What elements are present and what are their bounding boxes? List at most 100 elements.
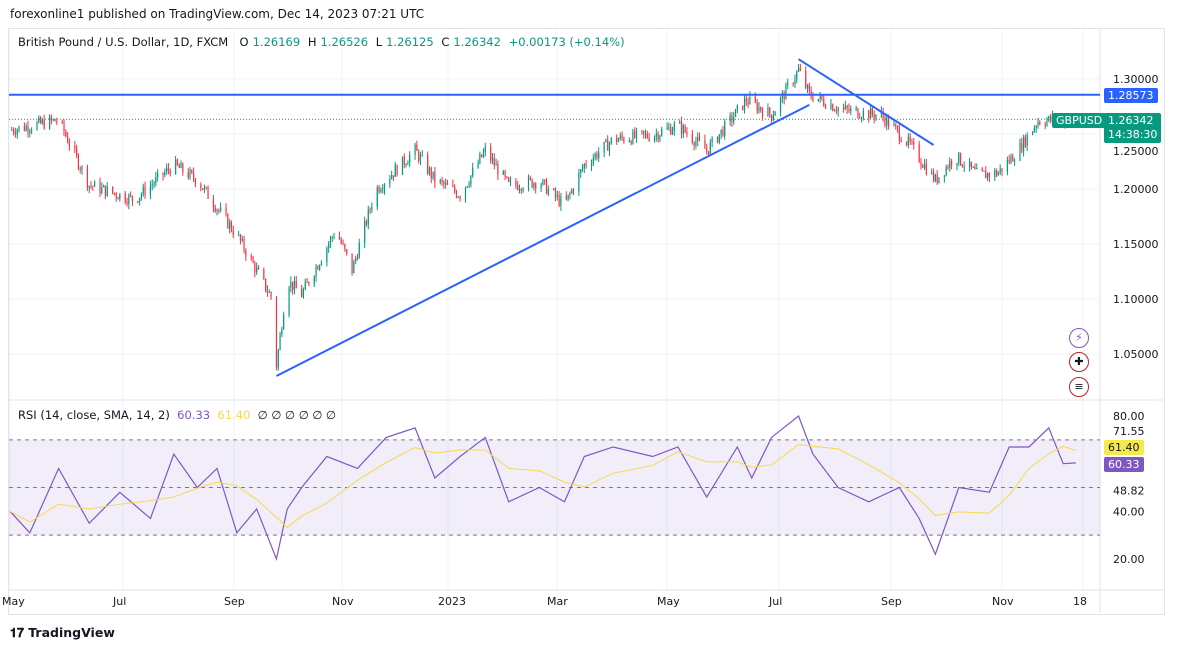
candle-body bbox=[455, 191, 458, 198]
candle-body bbox=[356, 258, 359, 260]
candle-body bbox=[392, 175, 395, 177]
candle-body bbox=[963, 166, 965, 168]
candle-body bbox=[481, 154, 483, 158]
price-tick: 1.10000 bbox=[1113, 293, 1159, 306]
candle-body bbox=[49, 116, 51, 129]
candle-body bbox=[830, 104, 832, 109]
candle-body bbox=[319, 265, 321, 270]
candle-body bbox=[92, 186, 94, 188]
candle-body bbox=[493, 158, 495, 166]
candle-body bbox=[697, 136, 699, 142]
candle-body bbox=[31, 129, 33, 131]
candle-body bbox=[212, 198, 215, 208]
time-tick: Nov bbox=[992, 595, 1014, 608]
candle-body bbox=[932, 171, 935, 181]
candle-body bbox=[835, 110, 837, 112]
candle-body bbox=[266, 290, 269, 293]
candle-body bbox=[288, 287, 290, 316]
chart-frame[interactable] bbox=[8, 28, 1165, 615]
candle-body bbox=[454, 186, 456, 192]
rsi-sma-line bbox=[9, 444, 1076, 529]
candle-body bbox=[409, 155, 411, 164]
candle-body bbox=[106, 186, 108, 196]
candle-body bbox=[842, 107, 845, 109]
logo-icon: 𝟏𝟕 bbox=[10, 625, 24, 640]
rsi-tick: 71.55 bbox=[1113, 425, 1145, 438]
candle-body bbox=[104, 185, 107, 196]
candle-body bbox=[1037, 121, 1039, 127]
candle-body bbox=[117, 197, 119, 200]
candle-body bbox=[648, 137, 650, 141]
candle-body bbox=[346, 249, 348, 254]
candle-body bbox=[855, 108, 857, 110]
candle-body bbox=[832, 104, 834, 111]
candle-body bbox=[36, 122, 38, 130]
time-tick: Jul bbox=[112, 595, 126, 608]
candle-body bbox=[846, 105, 848, 109]
candle-body bbox=[144, 186, 146, 196]
candle-body bbox=[265, 278, 267, 291]
us-flag-icon[interactable]: ≡ bbox=[1069, 377, 1089, 397]
candle-body bbox=[630, 140, 632, 144]
candle-body bbox=[886, 116, 888, 126]
candle-body bbox=[193, 172, 195, 179]
candle-body bbox=[497, 164, 499, 175]
candle-body bbox=[41, 119, 44, 124]
candle-body bbox=[821, 95, 823, 100]
candle-body bbox=[533, 183, 535, 188]
candle-body bbox=[704, 140, 706, 149]
candle-body bbox=[682, 125, 684, 134]
candle-body bbox=[934, 174, 936, 181]
price-tick: 1.25000 bbox=[1113, 145, 1159, 158]
uk-flag-icon[interactable]: ✚ bbox=[1069, 352, 1089, 372]
candle-body bbox=[596, 153, 598, 159]
high-label: H bbox=[307, 35, 317, 49]
candle-body bbox=[207, 187, 209, 199]
candle-body bbox=[733, 116, 735, 122]
candle-body bbox=[367, 209, 369, 225]
candle-body bbox=[178, 164, 180, 168]
candle-body bbox=[949, 160, 951, 169]
candle-body bbox=[598, 152, 600, 159]
candle-body bbox=[430, 168, 432, 179]
candle-body bbox=[1049, 116, 1052, 122]
time-tick: 2023 bbox=[438, 595, 466, 608]
candle-body bbox=[774, 111, 776, 116]
candle-body bbox=[169, 170, 171, 174]
candle-body bbox=[860, 117, 863, 119]
time-tick: Sep bbox=[881, 595, 902, 608]
symbol-title: British Pound / U.S. Dollar, 1D, FXCM bbox=[18, 35, 229, 49]
candle-body bbox=[308, 281, 310, 285]
candle-body bbox=[419, 155, 422, 161]
candle-body bbox=[441, 179, 443, 182]
candle-body bbox=[608, 143, 611, 151]
candle-body bbox=[931, 171, 933, 174]
candle-body bbox=[716, 137, 719, 143]
candle-body bbox=[823, 99, 825, 106]
time-tick: Jul bbox=[768, 595, 782, 608]
candle-body bbox=[961, 164, 963, 167]
candle-body bbox=[175, 159, 177, 174]
candle-body bbox=[680, 121, 683, 134]
candle-body bbox=[945, 166, 947, 176]
candle-body bbox=[29, 130, 31, 133]
candle-body bbox=[632, 131, 634, 144]
candle-body bbox=[769, 107, 771, 115]
price-tick: 1.30000 bbox=[1113, 73, 1159, 86]
candle-body bbox=[164, 172, 166, 176]
candle-body bbox=[94, 181, 96, 187]
candle-body bbox=[805, 70, 807, 88]
candle-body bbox=[13, 129, 15, 133]
lightning-icon[interactable]: ⚡ bbox=[1069, 328, 1089, 348]
tradingview-logo[interactable]: 𝟏𝟕 TradingView bbox=[10, 625, 115, 641]
candle-body bbox=[943, 175, 945, 178]
candle-body bbox=[571, 189, 573, 194]
candle-body bbox=[758, 106, 760, 112]
candle-body bbox=[880, 111, 882, 115]
candle-body bbox=[252, 257, 254, 263]
candle-body bbox=[707, 151, 710, 154]
candle-body bbox=[592, 158, 594, 164]
candle-body bbox=[997, 172, 999, 176]
candle-body bbox=[115, 193, 117, 198]
